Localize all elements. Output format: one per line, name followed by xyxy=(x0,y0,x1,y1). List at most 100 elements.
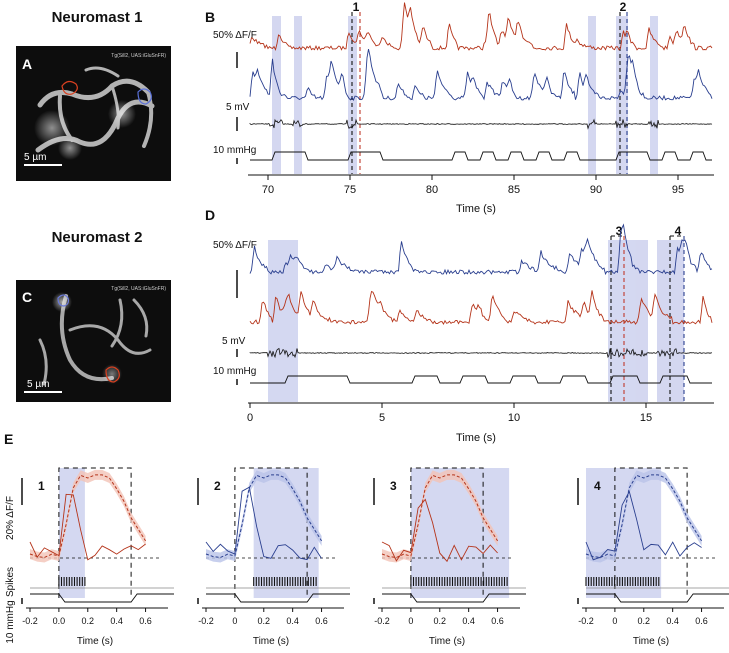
panel-d-letter: D xyxy=(205,207,215,223)
e-x-tick-label: -0.2 xyxy=(22,616,38,626)
e-x-tick-label: 0 xyxy=(232,616,237,626)
panel-b-stimulus-trace xyxy=(250,151,712,161)
e-subpanel-number: 3 xyxy=(390,479,397,493)
red-roi xyxy=(61,80,78,95)
panel-a-letter: A xyxy=(22,56,32,72)
panel-b-red-trace xyxy=(249,2,713,52)
e-mean-trace xyxy=(381,474,499,559)
panel-d-mmhg-label: 10 mmHg xyxy=(213,366,256,377)
e-dashed-window xyxy=(58,467,132,598)
e-x-tick-label: 0.6 xyxy=(139,616,152,626)
panel-c-scale-label: 5 µm xyxy=(27,379,49,390)
e-x-tick-label: 0.4 xyxy=(462,616,475,626)
panel-a-image xyxy=(16,46,171,181)
e-dashed-window xyxy=(614,467,688,598)
e-x-tick-label: 0.2 xyxy=(82,616,95,626)
e-subpanel-number: 1 xyxy=(38,479,45,493)
e-xlabel: Time (s) xyxy=(633,636,669,647)
b-tick-80: 80 xyxy=(426,184,438,196)
panel-d-xlabel: Time (s) xyxy=(456,432,496,444)
marker-1: 1 xyxy=(353,0,360,14)
marker-2: 2 xyxy=(620,0,627,14)
e-stimulus-trace xyxy=(382,593,526,603)
panel-c-tag: Tg(Sill2, UAS:iGluSnFR) xyxy=(111,286,166,292)
e-subpanel-number: 4 xyxy=(594,479,601,493)
d-tick-10: 10 xyxy=(508,412,520,424)
e-sem-band xyxy=(586,469,702,563)
e-x-tick-label: -0.2 xyxy=(374,616,390,626)
marker-3: 3 xyxy=(616,224,623,238)
panel-c-title: Neuromast 2 xyxy=(52,229,143,246)
e-spike-raster xyxy=(585,577,660,586)
e-x-tick-label: 0 xyxy=(612,616,617,626)
marker-4: 4 xyxy=(675,224,682,238)
panel-b-shading xyxy=(272,16,658,174)
panel-b-mmhg-label: 10 mmHg xyxy=(213,145,256,156)
e-spike-raster xyxy=(410,577,508,586)
panel-b-event-markers xyxy=(351,12,628,174)
e-single-trace xyxy=(585,490,702,561)
panel-d-x-axis: 0 5 10 15 Time (s) xyxy=(247,402,714,444)
panel-a-scale-label: 5 µm xyxy=(24,152,46,163)
panel-d-red-trace xyxy=(249,290,713,325)
panel-b-ephys-trace xyxy=(249,118,713,130)
e-x-tick-label: 0.4 xyxy=(286,616,299,626)
d-tick-0: 0 xyxy=(247,412,253,424)
e-spike-raster xyxy=(253,577,317,586)
e-x-tick-label: 0.2 xyxy=(434,616,447,626)
e-mean-trace xyxy=(585,474,703,559)
panel-c-letter: C xyxy=(22,289,32,305)
panel-d-blue-trace xyxy=(249,223,713,276)
e-dashed-window xyxy=(410,467,484,598)
e-subpanel-2: -0.2 0 0.2 0.4 0.6 Time (s) 2 xyxy=(197,467,350,647)
e-sem-band xyxy=(30,469,146,563)
panel-e-ylabel-spikes: Spikes xyxy=(5,567,16,597)
panel-a-title: Neuromast 1 xyxy=(52,9,143,26)
panel-d-event-markers xyxy=(610,235,685,402)
panel-e-ylabel-df: 20% ΔF/F xyxy=(5,496,16,540)
e-x-tick-label: 0.0 xyxy=(53,616,66,626)
e-xlabel: Time (s) xyxy=(429,636,465,647)
panel-c-image xyxy=(16,280,171,402)
b-tick-75: 75 xyxy=(344,184,356,196)
panel-b-mv-label: 5 mV xyxy=(226,102,250,113)
e-subpanel-number: 2 xyxy=(214,479,221,493)
e-mean-trace xyxy=(205,474,323,559)
panel-e-ylabel-mmhg: 10 mmHg xyxy=(5,600,16,643)
e-subpanel-3: -0.2 0 0.2 0.4 0.6 Time (s) 3 xyxy=(373,467,526,647)
e-xlabel: Time (s) xyxy=(77,636,113,647)
e-subpanel-4: -0.2 0 0.2 0.4 0.6 Time (s) 4 xyxy=(577,467,729,647)
e-x-tick-label: -0.2 xyxy=(198,616,214,626)
e-stimulus-trace xyxy=(206,593,350,603)
e-single-trace xyxy=(205,486,322,561)
panel-b-x-axis: 70 75 80 85 90 95 Time (s) xyxy=(248,174,714,215)
e-single-trace xyxy=(29,493,146,561)
e-stimulus-trace xyxy=(586,593,729,603)
e-x-tick-label: 0 xyxy=(408,616,413,626)
e-shade xyxy=(253,468,319,598)
panel-d-mv-label: 5 mV xyxy=(222,336,246,347)
panel-b-df-label: 50% ΔF/F xyxy=(213,30,257,41)
e-mean-trace xyxy=(29,474,147,559)
e-x-tick-label: 0.6 xyxy=(695,616,708,626)
e-x-tick-label: 0.6 xyxy=(315,616,328,626)
e-sem-band xyxy=(382,469,498,563)
e-spike-raster xyxy=(58,577,86,586)
red-roi-c xyxy=(105,366,120,383)
e-subpanel-1: -0.2 0.0 0.2 0.4 0.6 Time (s) 1 xyxy=(21,467,174,647)
panel-b-blue-trace xyxy=(249,49,713,102)
e-single-trace xyxy=(381,498,498,563)
b-tick-95: 95 xyxy=(672,184,684,196)
e-stimulus-trace xyxy=(30,593,174,603)
blue-roi-c xyxy=(57,294,70,307)
e-x-tick-label: 0.6 xyxy=(491,616,504,626)
e-shade xyxy=(586,468,662,598)
blue-roi xyxy=(137,88,152,105)
b-tick-70: 70 xyxy=(262,184,274,196)
panel-e-letter: E xyxy=(4,431,13,447)
e-x-tick-label: 0.2 xyxy=(638,616,651,626)
d-tick-5: 5 xyxy=(379,412,385,424)
d-tick-15: 15 xyxy=(640,412,652,424)
panel-b-xlabel: Time (s) xyxy=(456,203,496,215)
